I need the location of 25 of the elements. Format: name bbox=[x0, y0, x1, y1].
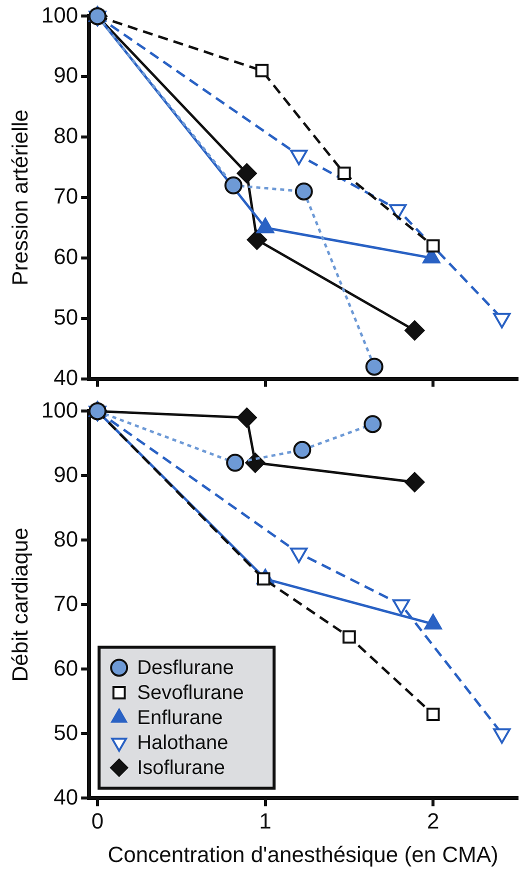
legend-label: Isoflurane bbox=[137, 757, 225, 780]
y-axis-title: Débit cardiaque bbox=[7, 528, 32, 682]
y-tick-label: 40 bbox=[54, 364, 78, 390]
y-tick-label: 80 bbox=[54, 123, 78, 148]
x-tick-label: 1 bbox=[259, 808, 272, 834]
legend-label: Desflurane bbox=[137, 657, 234, 680]
y-tick-label: 50 bbox=[54, 720, 78, 745]
y-tick-label: 90 bbox=[54, 462, 78, 487]
y-tick-label: 100 bbox=[41, 397, 78, 422]
y-tick-label: 70 bbox=[54, 590, 78, 616]
y-tick-label: 50 bbox=[54, 304, 78, 330]
x-tick-label: 2 bbox=[426, 808, 440, 834]
x-axis-title: Concentration d'anesthésique (en CMA) bbox=[108, 842, 498, 867]
y-tick-label: 40 bbox=[54, 784, 78, 810]
y-axis-title: Pression artérielle bbox=[7, 109, 32, 286]
y-tick-label: 90 bbox=[54, 62, 78, 88]
legend-label: Sevoflurane bbox=[137, 682, 244, 704]
y-tick-label: 80 bbox=[54, 526, 78, 552]
y-tick-label: 70 bbox=[54, 184, 78, 209]
legend-label: Enflurane bbox=[137, 707, 223, 730]
y-tick-label: 100 bbox=[41, 2, 78, 28]
x-tick-label: 0 bbox=[91, 808, 104, 834]
y-tick-label: 60 bbox=[54, 655, 78, 680]
y-tick-label: 60 bbox=[54, 244, 78, 269]
legend-label: Halothane bbox=[137, 732, 228, 754]
